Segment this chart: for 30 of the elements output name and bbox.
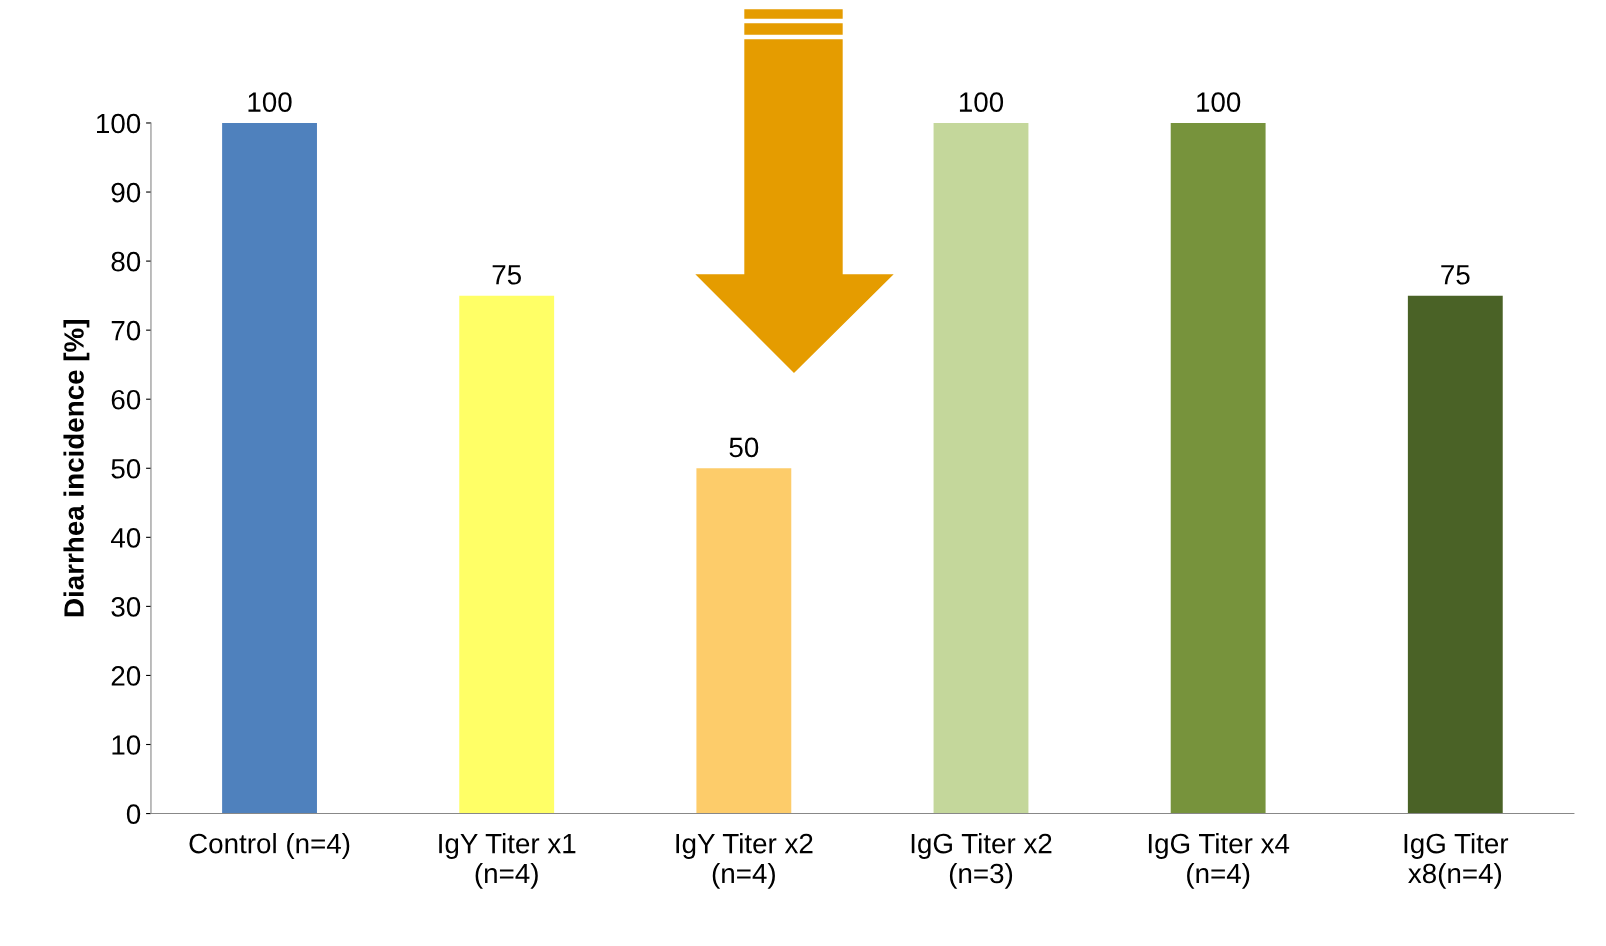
y-tick-label: 10 (112, 735, 141, 755)
bar (1407, 295, 1503, 814)
y-tick-label: 100 (97, 113, 141, 134)
x-tick-label: Control (n=4) (189, 833, 350, 859)
y-tick-label: 60 (111, 389, 141, 410)
data-label: 75 (492, 265, 521, 285)
data-label: 100 (959, 92, 1004, 112)
y-tick-label: 40 (110, 528, 141, 548)
bar (459, 295, 555, 814)
bar (933, 122, 1029, 814)
bar (1170, 122, 1266, 814)
bar (222, 122, 317, 814)
y-tick-label: 70 (111, 320, 141, 341)
y-tick-label: 80 (111, 251, 141, 272)
x-tick-label: IgY Titer x1 (n=4) (439, 833, 576, 889)
data-label: 100 (1197, 92, 1241, 112)
x-tick-label: IgY Titer x2 (n=4) (676, 833, 813, 889)
y-tick-label: 20 (111, 666, 141, 686)
y-tick-label: 0 (126, 804, 141, 824)
data-label: 75 (1441, 265, 1470, 285)
x-tick-label: IgG Titer x8(n=4) (1404, 833, 1509, 889)
x-tick-label: IgG Titer x2 (n=3) (911, 833, 1052, 889)
y-tick-label: 90 (111, 182, 141, 203)
data-label: 100 (248, 92, 292, 112)
y-tick-label: 30 (111, 597, 141, 617)
y-tick-label: 50 (111, 458, 141, 479)
data-label: 50 (729, 437, 759, 458)
x-tick-label: IgG Titer x4 (n=4) (1148, 833, 1290, 889)
y-axis-title: Diarrhea incidence [%] (63, 320, 90, 617)
bar (696, 468, 792, 814)
